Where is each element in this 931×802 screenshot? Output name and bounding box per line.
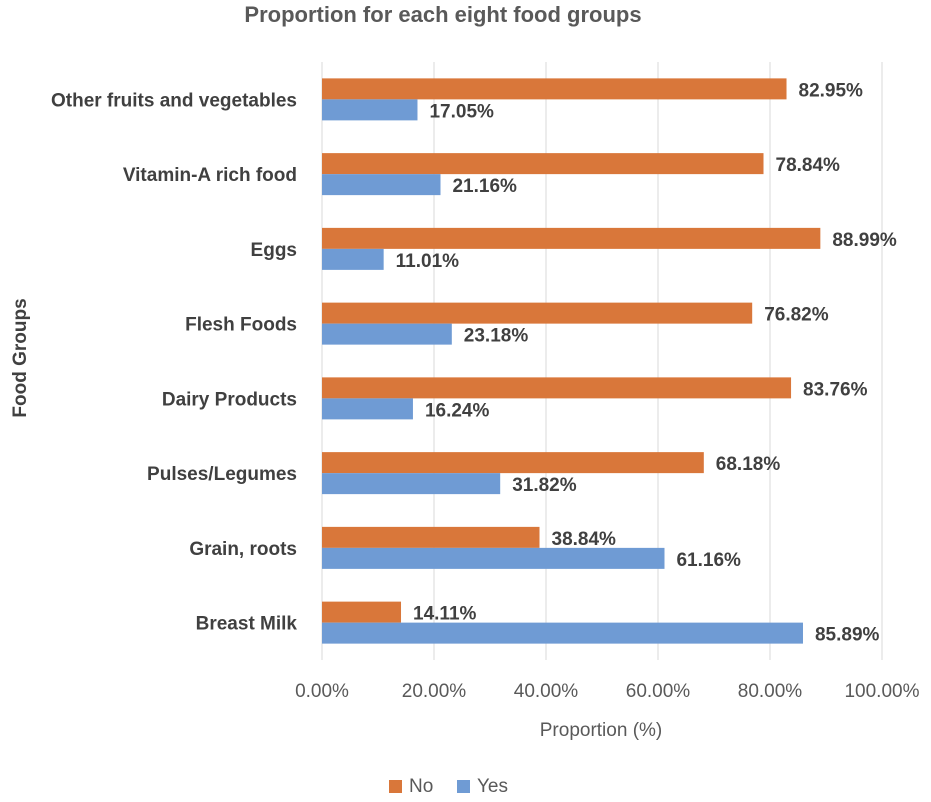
x-axis-title: Proportion (%) bbox=[540, 720, 663, 741]
bar-no bbox=[322, 153, 764, 175]
data-label: 82.95% bbox=[799, 80, 864, 101]
bar-yes bbox=[322, 174, 441, 196]
x-tick-label: 0.00% bbox=[295, 681, 349, 702]
data-label: 88.99% bbox=[832, 230, 897, 251]
bar-yes bbox=[322, 473, 501, 495]
category-label: Grain, roots bbox=[189, 539, 297, 560]
x-tick-label: 60.00% bbox=[626, 681, 691, 702]
bar-yes bbox=[322, 398, 413, 420]
category-label: Breast Milk bbox=[196, 614, 298, 635]
category-label: Eggs bbox=[251, 240, 297, 261]
category-label: Other fruits and vegetables bbox=[51, 90, 297, 111]
data-label: 17.05% bbox=[429, 101, 494, 122]
bar-yes bbox=[322, 547, 665, 569]
bar-yes bbox=[322, 248, 384, 270]
data-label: 61.16% bbox=[676, 550, 741, 571]
data-label: 78.84% bbox=[776, 155, 841, 176]
y-axis-title: Food Groups bbox=[10, 298, 31, 417]
data-label: 31.82% bbox=[512, 475, 577, 496]
data-labels: 82.95% 17.05% 78.84% 21.16% 88.99% 11.01% 76.8… bbox=[396, 80, 897, 645]
bar-yes bbox=[322, 99, 418, 121]
data-label: 76.82% bbox=[764, 305, 829, 326]
x-tick-label: 40.00% bbox=[514, 681, 579, 702]
bar-no bbox=[322, 227, 821, 249]
data-label: 16.24% bbox=[425, 400, 490, 421]
bar-no bbox=[322, 452, 704, 474]
bar-yes bbox=[322, 323, 452, 345]
bar-yes bbox=[322, 622, 803, 644]
data-label: 14.11% bbox=[413, 604, 476, 625]
category-labels: Other fruits and vegetables Vitamin-A ric… bbox=[51, 90, 297, 634]
legend-swatch-no bbox=[389, 780, 402, 793]
category-label: Dairy Products bbox=[162, 389, 297, 410]
chart-title: Proportion for each eight food groups bbox=[244, 2, 641, 27]
data-label: 68.18% bbox=[716, 454, 781, 475]
legend-swatch-yes bbox=[457, 780, 470, 793]
data-label: 23.18% bbox=[464, 326, 529, 347]
data-label: 83.76% bbox=[803, 379, 868, 400]
bar-no bbox=[322, 78, 787, 100]
data-label: 21.16% bbox=[452, 176, 517, 197]
bar-no bbox=[322, 526, 540, 548]
data-label: 11.01% bbox=[396, 251, 459, 272]
legend-label: Yes bbox=[477, 776, 508, 797]
bars bbox=[322, 78, 821, 644]
bar-no bbox=[322, 377, 792, 399]
bar-no bbox=[322, 302, 753, 324]
x-tick-label: 100.00% bbox=[844, 681, 919, 702]
data-label: 38.84% bbox=[552, 529, 617, 550]
gridlines bbox=[321, 62, 883, 660]
x-tick-label: 20.00% bbox=[402, 681, 467, 702]
x-tick-label: 80.00% bbox=[738, 681, 803, 702]
category-label: Flesh Foods bbox=[185, 315, 297, 336]
data-label: 85.89% bbox=[815, 625, 880, 646]
category-label: Pulses/Legumes bbox=[147, 464, 297, 485]
category-label: Vitamin-A rich food bbox=[123, 165, 297, 186]
legend-label: No bbox=[409, 776, 433, 797]
bar-no bbox=[322, 601, 402, 623]
x-tick-labels: 0.00% 20.00% 40.00% 60.00% 80.00% 100.00% bbox=[295, 681, 920, 702]
legend: No Yes bbox=[389, 776, 508, 797]
